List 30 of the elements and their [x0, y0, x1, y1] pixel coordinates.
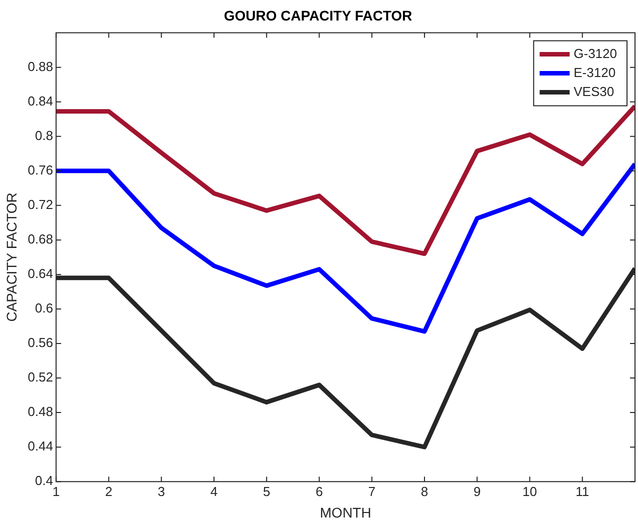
y-tick-label: 0.68 [28, 232, 54, 247]
x-axis-title: MONTH [320, 504, 372, 520]
y-tick-label: 0.84 [28, 93, 54, 108]
x-tick-label: 2 [105, 484, 112, 499]
x-tick-label: 8 [420, 484, 428, 499]
x-tick-label: 10 [522, 484, 537, 499]
x-tick-label: 11 [576, 484, 590, 499]
x-tick-label: 9 [474, 484, 481, 499]
y-tick-label: 0.64 [28, 266, 54, 282]
y-tick-label: 0.52 [28, 370, 54, 385]
y-tick-label: 0.8 [35, 128, 54, 143]
x-tick-label: 7 [368, 484, 376, 499]
legend-label: G-3120 [574, 46, 618, 61]
y-tick-label: 0.4 [35, 473, 54, 488]
legend-label: E-3120 [574, 64, 616, 80]
y-axis-title: CAPACITY FACTOR [3, 192, 20, 322]
y-tick-label: 0.56 [28, 335, 54, 350]
y-tick-label: 0.6 [35, 300, 54, 316]
y-tick-label: 0.76 [28, 162, 54, 178]
x-tick-label: 3 [158, 484, 165, 499]
x-tick-label: 4 [210, 484, 218, 499]
x-tick-label: 5 [262, 484, 270, 499]
y-tick-label: 0.48 [28, 404, 54, 420]
legend-label: VES30 [574, 84, 614, 99]
chart-title: GOURO CAPACITY FACTOR [224, 7, 412, 24]
x-tick-label: 1 [52, 484, 60, 499]
y-tick-label: 0.44 [28, 438, 54, 454]
x-tick-label: 6 [316, 484, 323, 499]
y-tick-label: 0.72 [28, 196, 54, 212]
y-tick-label: 0.88 [28, 58, 54, 74]
